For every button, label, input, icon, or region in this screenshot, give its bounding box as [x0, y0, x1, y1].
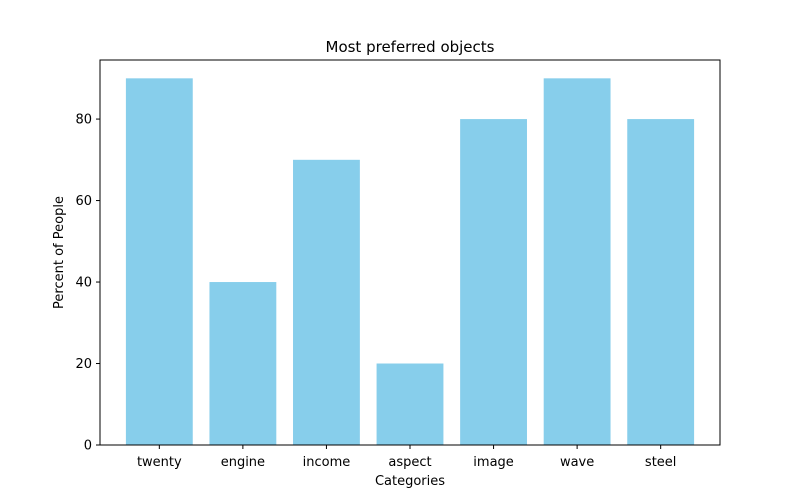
x-tick-label: engine — [221, 455, 265, 470]
x-tick-label: image — [473, 455, 514, 470]
chart-title: Most preferred objects — [326, 38, 495, 56]
y-axis-ticks: 0 20 40 60 80 — [75, 113, 100, 454]
x-tick-label: twenty — [137, 455, 182, 470]
y-tick-label: 20 — [75, 357, 92, 372]
bar-twenty — [125, 78, 193, 445]
bar-engine — [209, 282, 277, 445]
y-tick-label: 60 — [75, 194, 92, 209]
x-tick-label: steel — [645, 455, 676, 470]
x-axis-ticks: twenty engine income aspect image wave steel — [137, 445, 676, 470]
x-tick-label: aspect — [388, 455, 431, 470]
bar-wave — [543, 78, 611, 445]
y-tick-label: 0 — [84, 439, 92, 454]
y-tick-label: 80 — [75, 113, 92, 128]
x-axis-label: Categories — [375, 474, 445, 489]
x-tick-label: wave — [560, 455, 594, 470]
bar-image — [460, 119, 527, 446]
y-axis-label: Percent of People — [52, 196, 67, 309]
plot-area-frame — [99, 59, 721, 446]
bar-steel — [627, 119, 695, 446]
bars-layer — [125, 78, 695, 446]
x-tick-label: income — [303, 455, 351, 470]
bar-income — [293, 159, 360, 445]
y-tick-label: 40 — [75, 276, 92, 291]
bar-aspect — [376, 363, 444, 445]
